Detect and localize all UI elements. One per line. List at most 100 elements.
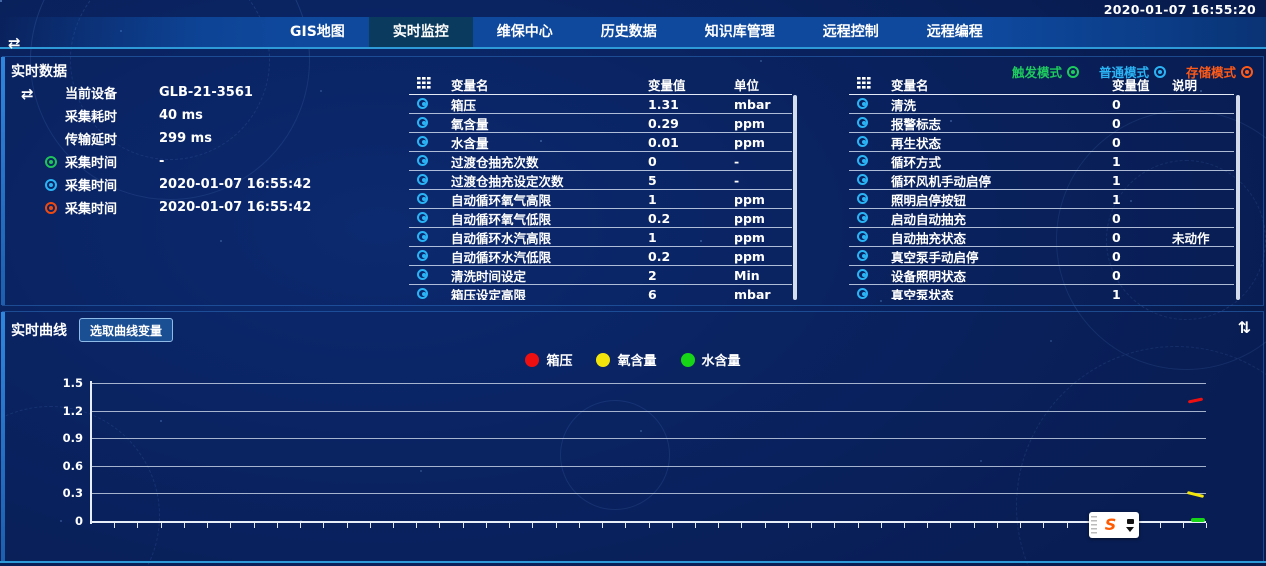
ime-square-icon bbox=[1126, 518, 1134, 524]
watch-variable-icon[interactable] bbox=[417, 268, 428, 280]
table-left-row[interactable]: 箱压设定高限 6 mbar bbox=[409, 285, 792, 300]
legend-item-水含量[interactable]: 水含量 bbox=[680, 350, 741, 369]
tab-GIS地图[interactable]: GIS地图 bbox=[290, 24, 345, 40]
table-left-row[interactable]: 自动循环氧气高限 1 ppm bbox=[409, 190, 792, 209]
device-info-label: 当前设备 bbox=[65, 87, 118, 102]
table-left-scrollbar[interactable] bbox=[793, 95, 797, 300]
watch-variable-icon[interactable] bbox=[857, 116, 868, 128]
table-left-row[interactable]: 自动循环水汽高限 1 ppm bbox=[409, 228, 792, 247]
watch-variable-icon[interactable] bbox=[417, 135, 428, 147]
watch-variable-icon[interactable] bbox=[857, 192, 868, 204]
table-left-row[interactable]: 自动循环水汽低限 0.2 ppm bbox=[409, 247, 792, 266]
device-info-row: 传输延时 299 ms bbox=[45, 127, 311, 150]
ime-grip bbox=[1091, 516, 1097, 534]
row-icon-cell bbox=[849, 268, 891, 283]
table-right-row[interactable]: 再生状态 0 bbox=[849, 133, 1234, 152]
table-right-row[interactable]: 启动自动抽充 0 bbox=[849, 209, 1234, 228]
x-axis-tick bbox=[323, 523, 325, 528]
table-right-header-unit: 说明 bbox=[1172, 78, 1198, 93]
x-axis-tick bbox=[973, 523, 975, 528]
legend-item-箱压[interactable]: 箱压 bbox=[525, 350, 572, 369]
table-right-row[interactable]: 真空泵状态 1 bbox=[849, 285, 1234, 300]
tab-实时监控[interactable]: 实时监控 bbox=[368, 17, 473, 47]
table-left-row[interactable]: 氧含量 0.29 ppm bbox=[409, 114, 792, 133]
mode-label: 触发模式 bbox=[1011, 65, 1062, 80]
legend-item-氧含量[interactable]: 氧含量 bbox=[596, 350, 657, 369]
tab-远程编程[interactable]: 远程编程 bbox=[926, 24, 983, 40]
watch-variable-icon[interactable] bbox=[417, 211, 428, 223]
variable-value: 0.29 bbox=[648, 115, 679, 131]
grid-icon[interactable] bbox=[409, 77, 451, 92]
tab-历史数据[interactable]: 历史数据 bbox=[600, 24, 657, 40]
watch-variable-icon[interactable] bbox=[857, 135, 868, 147]
watch-variable-icon[interactable] bbox=[417, 116, 428, 128]
x-axis-tick bbox=[694, 523, 696, 528]
variable-value: 1.31 bbox=[648, 96, 679, 112]
device-info-label: 采集时间 bbox=[65, 202, 118, 217]
watch-variable-icon[interactable] bbox=[857, 173, 868, 185]
mode-button-存储模式[interactable]: 存储模式 bbox=[1186, 62, 1253, 81]
table-right-row[interactable]: 真空泵手动启停 0 bbox=[849, 247, 1234, 266]
x-axis-tick bbox=[392, 523, 394, 528]
device-info-label: 采集时间 bbox=[65, 179, 118, 194]
watch-variable-icon[interactable] bbox=[857, 154, 868, 166]
table-left-row[interactable]: 水含量 0.01 ppm bbox=[409, 133, 792, 152]
mode-button-普通模式[interactable]: 普通模式 bbox=[1099, 62, 1166, 81]
table-right-row[interactable]: 设备照明状态 0 bbox=[849, 266, 1234, 285]
table-left-row[interactable]: 过渡仓抽充次数 0 - bbox=[409, 152, 792, 171]
watch-variable-icon[interactable] bbox=[417, 249, 428, 261]
swap-arrows-icon[interactable] bbox=[21, 85, 34, 103]
table-right-row[interactable]: 循环风机手动启停 1 bbox=[849, 171, 1234, 190]
watch-variable-icon[interactable] bbox=[417, 192, 428, 204]
swap-arrows-icon[interactable] bbox=[8, 34, 21, 52]
x-axis-tick bbox=[555, 523, 557, 528]
variable-value: 0 bbox=[1112, 248, 1121, 264]
watch-variable-icon[interactable] bbox=[417, 230, 428, 242]
table-left-row[interactable]: 清洗时间设定 2 Min bbox=[409, 266, 792, 285]
watch-variable-icon[interactable] bbox=[857, 287, 868, 299]
table-right-row[interactable]: 循环方式 1 bbox=[849, 152, 1234, 171]
ime-arrow-icon bbox=[1126, 526, 1134, 532]
watch-variable-icon[interactable] bbox=[857, 249, 868, 261]
grid-icon[interactable] bbox=[849, 77, 891, 92]
table-left-row[interactable]: 过渡仓抽充设定次数 5 - bbox=[409, 171, 792, 190]
legend-dot-icon bbox=[525, 352, 540, 367]
tab-远程控制[interactable]: 远程控制 bbox=[822, 24, 879, 40]
mode-button-触发模式[interactable]: 触发模式 bbox=[1012, 62, 1079, 81]
watch-variable-icon[interactable] bbox=[417, 97, 428, 109]
select-curve-variable-button[interactable]: 选取曲线变量 bbox=[79, 318, 174, 342]
watch-variable-icon[interactable] bbox=[857, 97, 868, 109]
table-left-row[interactable]: 箱压 1.31 mbar bbox=[409, 95, 792, 114]
x-axis-tick bbox=[880, 523, 882, 528]
table-right-row[interactable]: 报警标志 0 bbox=[849, 114, 1234, 133]
watch-variable-icon[interactable] bbox=[857, 230, 868, 242]
row-icon-cell bbox=[849, 249, 891, 264]
mode-label: 存储模式 bbox=[1185, 65, 1236, 80]
sort-updown-icon[interactable] bbox=[1238, 318, 1251, 337]
table-right-row[interactable]: 照明启停按钮 1 bbox=[849, 190, 1234, 209]
x-axis-tick bbox=[787, 523, 789, 528]
ime-controls[interactable] bbox=[1124, 518, 1136, 532]
status-dot-icon bbox=[45, 155, 57, 168]
watch-variable-icon[interactable] bbox=[417, 154, 428, 166]
watch-variable-icon[interactable] bbox=[857, 268, 868, 280]
variable-unit: ppm bbox=[734, 191, 765, 207]
x-axis-tick bbox=[1206, 523, 1207, 528]
tab-知识库管理[interactable]: 知识库管理 bbox=[704, 24, 775, 40]
table-right-row[interactable]: 自动抽充状态 0 未动作 bbox=[849, 228, 1234, 247]
table-right-scrollbar[interactable] bbox=[1236, 95, 1240, 300]
x-axis-tick bbox=[950, 523, 952, 528]
watch-variable-icon[interactable] bbox=[417, 173, 428, 185]
legend-label: 水含量 bbox=[701, 354, 741, 369]
watch-variable-icon[interactable] bbox=[857, 211, 868, 223]
table-left-header-row: 变量名 变量值 单位 bbox=[409, 75, 792, 95]
variable-unit: ppm bbox=[734, 134, 765, 150]
watch-variable-icon[interactable] bbox=[417, 287, 428, 299]
ime-toolbar[interactable]: S bbox=[1089, 512, 1139, 538]
tab-维保中心[interactable]: 维保中心 bbox=[496, 24, 553, 40]
x-axis-tick bbox=[811, 523, 813, 528]
table-left-row[interactable]: 自动循环氧气低限 0.2 ppm bbox=[409, 209, 792, 228]
table-right-row[interactable]: 清洗 0 bbox=[849, 95, 1234, 114]
x-axis-tick bbox=[927, 523, 929, 528]
device-dot-cell bbox=[45, 178, 65, 191]
